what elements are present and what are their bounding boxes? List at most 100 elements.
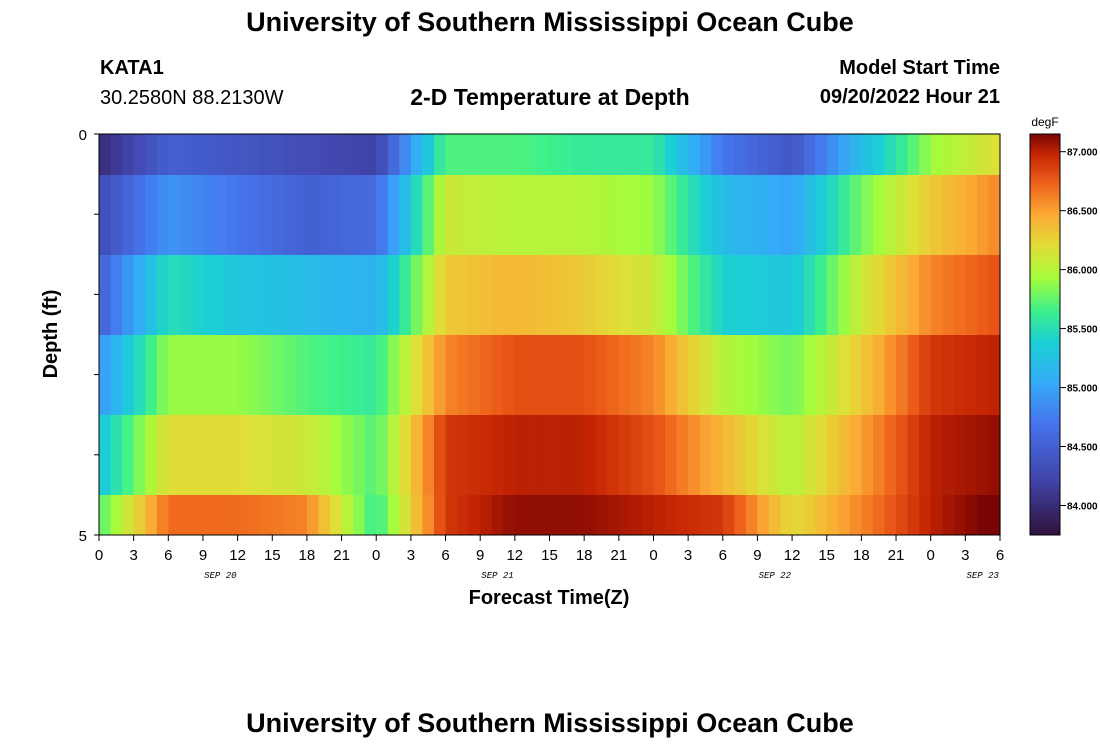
heatmap-cell [399, 415, 412, 495]
heatmap-cell [757, 255, 770, 335]
heatmap-cell [433, 335, 447, 415]
heatmap-cell [457, 175, 470, 255]
heatmap-cell [260, 134, 273, 175]
y-tick-label: 5 [79, 528, 87, 545]
heatmap-cell [295, 134, 308, 175]
heatmap-cell [237, 495, 250, 535]
heatmap-cell [688, 255, 701, 335]
heatmap-cell [341, 175, 354, 255]
station-id: KATA1 [100, 57, 164, 79]
heatmap-cell [214, 495, 227, 535]
heatmap-cell [110, 134, 123, 175]
heatmap-cell [641, 175, 655, 255]
heatmap-cell [179, 134, 193, 175]
heatmap-cell [745, 495, 759, 535]
heatmap-cell [745, 335, 759, 415]
heatmap-cell [480, 175, 493, 255]
heatmap-cell [168, 175, 181, 255]
heatmap-cell [942, 134, 955, 175]
heatmap-cell [537, 134, 551, 175]
heatmap-cell [457, 255, 470, 335]
heatmap-cell [133, 495, 146, 535]
heatmap-cell [768, 134, 782, 175]
heatmap-cell [965, 335, 978, 415]
heatmap-cell [861, 415, 874, 495]
heatmap-cell [410, 335, 424, 415]
heatmap-cell [896, 134, 909, 175]
heatmap-cell [942, 415, 955, 495]
heatmap-cell [283, 175, 296, 255]
heatmap-cell [976, 175, 990, 255]
heatmap-cell [618, 134, 631, 175]
heatmap-cell [364, 175, 377, 255]
heatmap-cell [953, 255, 966, 335]
heatmap-cell [503, 175, 516, 255]
heatmap-cell [607, 335, 620, 415]
heatmap-cell [145, 134, 158, 175]
heatmap-cell [792, 175, 805, 255]
heatmap-cell [849, 134, 862, 175]
heatmap-cell [249, 255, 262, 335]
heatmap-cell [780, 415, 793, 495]
heatmap-cell [364, 415, 377, 495]
heatmap-cell [815, 495, 828, 535]
heatmap-cell [988, 415, 1001, 495]
heatmap-cell [341, 415, 354, 495]
model-start-label: Model Start Time [839, 57, 1000, 79]
heatmap-cell [191, 255, 204, 335]
heatmap-cell [815, 175, 828, 255]
heatmap-cell [202, 255, 216, 335]
heatmap-cell [838, 134, 851, 175]
heatmap-cell [214, 175, 227, 255]
heatmap-cell [688, 335, 701, 415]
colorbar-tick-label: 86.000 [1067, 266, 1098, 277]
colorbar-tick-label: 86.500 [1067, 207, 1098, 218]
heatmap-cell [861, 335, 874, 415]
heatmap-cell [722, 495, 735, 535]
heatmap-cell [988, 255, 1001, 335]
heatmap-cell [872, 255, 886, 335]
heatmap-cell [930, 495, 943, 535]
heatmap-cell [953, 175, 966, 255]
heatmap-cell [976, 415, 990, 495]
heatmap-cell [826, 134, 839, 175]
heatmap-cell [191, 495, 204, 535]
x-tick-label: 0 [927, 547, 935, 564]
heatmap-cell [907, 175, 920, 255]
heatmap-cell [410, 415, 424, 495]
heatmap-cell [745, 415, 759, 495]
heatmap-cell [872, 415, 886, 495]
heatmap-cell [641, 335, 655, 415]
heatmap-cell [376, 255, 389, 335]
heatmap-cell [480, 415, 493, 495]
heatmap-cell [272, 255, 285, 335]
heatmap-cell [341, 335, 354, 415]
heatmap-cell [572, 134, 585, 175]
heatmap-cell [330, 175, 343, 255]
heatmap-cell [584, 335, 597, 415]
heatmap-cell [965, 415, 978, 495]
heatmap-cell [688, 134, 701, 175]
heatmap-cell [376, 335, 389, 415]
heatmap-cell [826, 255, 839, 335]
heatmap-cell [976, 134, 990, 175]
heatmap-cell [907, 495, 920, 535]
heatmap-cell [457, 495, 470, 535]
heatmap-cell [988, 175, 1001, 255]
heatmap-cell [595, 175, 608, 255]
heatmap-cell [757, 335, 770, 415]
x-tick-label: 15 [541, 547, 558, 564]
heatmap-cell [306, 495, 320, 535]
heatmap-cell [780, 134, 793, 175]
heatmap-cell [364, 255, 377, 335]
heatmap-cell [295, 495, 308, 535]
heatmap-cell [872, 335, 886, 415]
x-tick-label: 9 [199, 547, 207, 564]
heatmap-cell [896, 175, 909, 255]
heatmap-cell [780, 335, 793, 415]
heatmap-cell [618, 175, 631, 255]
heatmap-cell [237, 335, 250, 415]
heatmap-cell [595, 335, 608, 415]
x-tick-label: 18 [853, 547, 870, 564]
heatmap-cell [976, 255, 990, 335]
